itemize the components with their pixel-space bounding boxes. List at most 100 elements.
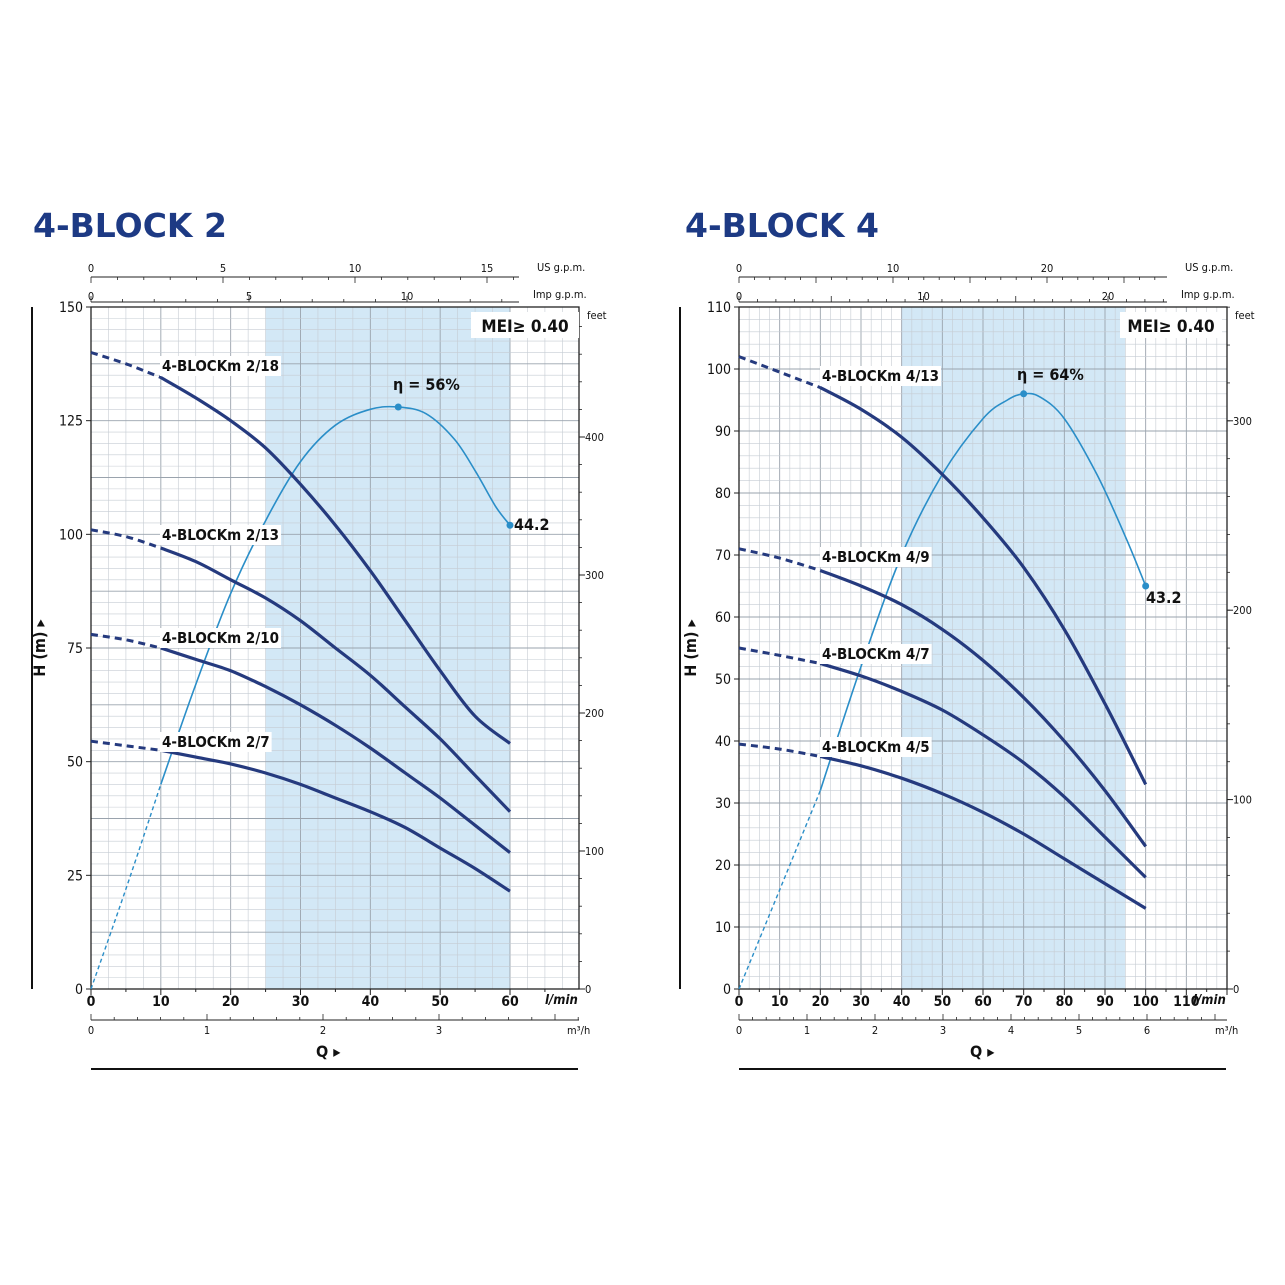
impgpm-tick-label: 0 bbox=[736, 290, 742, 303]
y-tick-label: 0 bbox=[75, 982, 83, 998]
y-tick-label: 100 bbox=[59, 527, 83, 543]
x-tick-label: 70 bbox=[1015, 994, 1033, 1010]
efficiency-curve-dashed bbox=[90, 784, 162, 990]
m3h-tick-label: 3 bbox=[436, 1024, 442, 1037]
x-tick-label: 50 bbox=[934, 994, 952, 1010]
chart-title-left: 4-BLOCK 2 bbox=[33, 206, 227, 245]
series-dashed-line bbox=[738, 646, 821, 665]
series-line bbox=[160, 646, 511, 854]
y2-tick-label: 300 bbox=[585, 569, 604, 582]
y2-tick-label: 0 bbox=[585, 983, 591, 996]
usgpm-unit-label: US g.p.m. bbox=[537, 261, 585, 274]
mei-label: MEI≥ 0.40 bbox=[481, 317, 568, 337]
m3h-unit-label: m³/h bbox=[567, 1024, 590, 1037]
x-tick-label: 0 bbox=[735, 994, 744, 1010]
series-label-bg bbox=[160, 732, 272, 752]
series-label: 4-BLOCKm 4/9 bbox=[822, 548, 930, 566]
series-label: 4-BLOCKm 4/13 bbox=[822, 367, 939, 385]
impgpm-tick-label: 0 bbox=[88, 290, 94, 303]
series-label: 4-BLOCKm 2/10 bbox=[162, 629, 279, 647]
m3h-tick-label: 6 bbox=[1144, 1024, 1150, 1037]
y-tick-label: 30 bbox=[715, 796, 731, 812]
y-tick-label: 25 bbox=[67, 868, 83, 884]
series-dashed-line bbox=[90, 528, 162, 550]
x-tick-label: 50 bbox=[431, 994, 449, 1010]
impgpm-tick-label: 5 bbox=[246, 290, 252, 303]
m3h-tick-label: 1 bbox=[204, 1024, 210, 1037]
series-label-bg bbox=[160, 525, 282, 545]
x-tick-label: 10 bbox=[152, 994, 170, 1010]
y2-tick-label: 0 bbox=[1233, 983, 1239, 996]
usgpm-tick-label: 15 bbox=[481, 262, 494, 275]
series-label-bg bbox=[160, 356, 282, 376]
y-tick-label: 40 bbox=[715, 734, 731, 750]
y2-tick-label: 300 bbox=[1233, 415, 1252, 428]
series-label-bg bbox=[820, 366, 942, 386]
usgpm-unit-label: US g.p.m. bbox=[1185, 261, 1233, 274]
efficiency-curve-dashed bbox=[738, 790, 821, 990]
series-line bbox=[160, 546, 512, 813]
x-axis-label: Q ▸ bbox=[316, 1042, 341, 1061]
series-label: 4-BLOCKm 2/7 bbox=[162, 733, 270, 751]
y2-tick-label: 200 bbox=[585, 707, 604, 720]
x-tick-label: 90 bbox=[1096, 994, 1114, 1010]
y-tick-label: 50 bbox=[715, 672, 731, 688]
y-axis-label: H (m) ▸ bbox=[681, 619, 700, 677]
usgpm-tick-label: 10 bbox=[349, 262, 362, 275]
mei-label-bg bbox=[1120, 312, 1222, 338]
y-tick-label: 20 bbox=[715, 858, 731, 874]
series-label: 4-BLOCKm 4/7 bbox=[822, 645, 930, 663]
y2-unit-label: feet bbox=[587, 309, 607, 322]
series-line bbox=[819, 569, 1147, 848]
y-tick-label: 80 bbox=[715, 486, 731, 502]
series-label-bg bbox=[820, 547, 932, 567]
x-unit-label: l/min bbox=[545, 993, 578, 1008]
x-unit-label: l/min bbox=[1193, 993, 1226, 1008]
series-label: 4-BLOCKm 2/13 bbox=[162, 526, 279, 544]
y-tick-label: 0 bbox=[723, 982, 731, 998]
y-tick-label: 100 bbox=[707, 362, 731, 378]
efficiency-curve bbox=[819, 392, 1147, 791]
y2-tick-label: 100 bbox=[585, 845, 604, 858]
m3h-tick-label: 3 bbox=[940, 1024, 946, 1037]
series-line bbox=[819, 386, 1148, 786]
x-tick-label: 40 bbox=[893, 994, 911, 1010]
impgpm-tick-label: 10 bbox=[917, 290, 930, 303]
x-tick-label: 40 bbox=[362, 994, 380, 1010]
efficiency-peak-label: η = 64% bbox=[1017, 365, 1084, 384]
y-tick-label: 125 bbox=[59, 414, 83, 430]
usgpm-tick-label: 20 bbox=[1041, 262, 1054, 275]
y-tick-label: 150 bbox=[59, 300, 83, 316]
x-tick-label: 100 bbox=[1133, 994, 1160, 1010]
series-dashed-line bbox=[90, 632, 162, 650]
usgpm-tick-label: 10 bbox=[887, 262, 900, 275]
m3h-tick-label: 1 bbox=[804, 1024, 810, 1037]
x-tick-label: 0 bbox=[87, 994, 96, 1010]
x-axis-label: Q ▸ bbox=[970, 1042, 995, 1061]
efficiency-peak-label: η = 56% bbox=[393, 375, 460, 394]
x-tick-label: 30 bbox=[292, 994, 310, 1010]
chart-title-right: 4-BLOCK 4 bbox=[685, 206, 879, 245]
m3h-tick-label: 0 bbox=[736, 1024, 742, 1037]
m3h-tick-label: 4 bbox=[1008, 1024, 1014, 1037]
y2-tick-label: 100 bbox=[1233, 794, 1252, 807]
mei-label-bg bbox=[471, 312, 579, 338]
series-dashed-line bbox=[90, 739, 162, 752]
x-tick-label: 80 bbox=[1056, 994, 1074, 1010]
efficiency-peak-point bbox=[1020, 390, 1028, 398]
usgpm-tick-label: 5 bbox=[220, 262, 226, 275]
m3h-tick-label: 2 bbox=[872, 1024, 878, 1037]
y2-unit-label: feet bbox=[1235, 309, 1255, 322]
y-tick-label: 60 bbox=[715, 610, 731, 626]
series-line bbox=[819, 661, 1147, 879]
m3h-tick-label: 0 bbox=[88, 1024, 94, 1037]
usgpm-tick-label: 0 bbox=[736, 262, 742, 275]
impgpm-unit-label: Imp g.p.m. bbox=[533, 288, 587, 301]
efficiency-end-label: 43.2 bbox=[1146, 588, 1182, 607]
y-tick-label: 70 bbox=[715, 548, 731, 564]
series-line bbox=[160, 376, 511, 745]
y-tick-label: 10 bbox=[715, 920, 731, 936]
series-label: 4-BLOCKm 2/18 bbox=[162, 357, 279, 375]
